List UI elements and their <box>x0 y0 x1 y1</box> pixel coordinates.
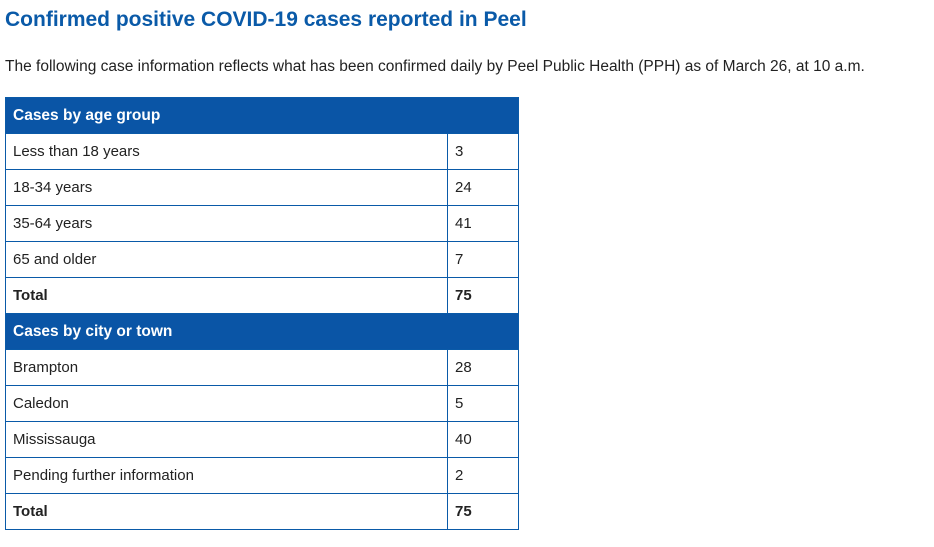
age-section-header: Cases by age group <box>4 97 520 134</box>
row-label: Less than 18 years <box>5 133 448 170</box>
age-total-row: Total 75 <box>5 277 520 314</box>
table-row: Brampton 28 <box>5 349 520 386</box>
table-row: 18-34 years 24 <box>5 169 520 206</box>
city-section-header: Cases by city or town <box>4 313 520 350</box>
intro-paragraph: The following case information reflects … <box>5 58 865 75</box>
table-row: 35-64 years 41 <box>5 205 520 242</box>
row-label: 18-34 years <box>5 169 448 206</box>
row-label: Pending further information <box>5 457 448 494</box>
total-label: Total <box>5 493 448 530</box>
row-value: 24 <box>446 169 520 206</box>
row-value: 28 <box>446 349 520 386</box>
age-section-header-row: Cases by age group <box>4 97 520 134</box>
page-title: Confirmed positive COVID-19 cases report… <box>5 8 527 31</box>
row-label: Caledon <box>5 385 448 422</box>
table-row: 65 and older 7 <box>5 241 520 278</box>
row-value: 40 <box>446 421 520 458</box>
row-label: Mississauga <box>5 421 448 458</box>
table-row: Caledon 5 <box>5 385 520 422</box>
row-label: 65 and older <box>5 241 448 278</box>
total-label: Total <box>5 277 448 314</box>
table-row: Less than 18 years 3 <box>5 133 520 170</box>
row-label: 35-64 years <box>5 205 448 242</box>
row-value: 41 <box>446 205 520 242</box>
city-total-row: Total 75 <box>5 493 520 530</box>
table-row: Mississauga 40 <box>5 421 520 458</box>
row-label: Brampton <box>5 349 448 386</box>
city-section-header-row: Cases by city or town <box>4 313 520 350</box>
table-row: Pending further information 2 <box>5 457 520 494</box>
row-value: 3 <box>446 133 520 170</box>
row-value: 5 <box>446 385 520 422</box>
cases-table: Cases by age group Less than 18 years 3 … <box>4 97 520 530</box>
total-value: 75 <box>446 277 520 314</box>
total-value: 75 <box>446 493 520 530</box>
row-value: 7 <box>446 241 520 278</box>
row-value: 2 <box>446 457 520 494</box>
